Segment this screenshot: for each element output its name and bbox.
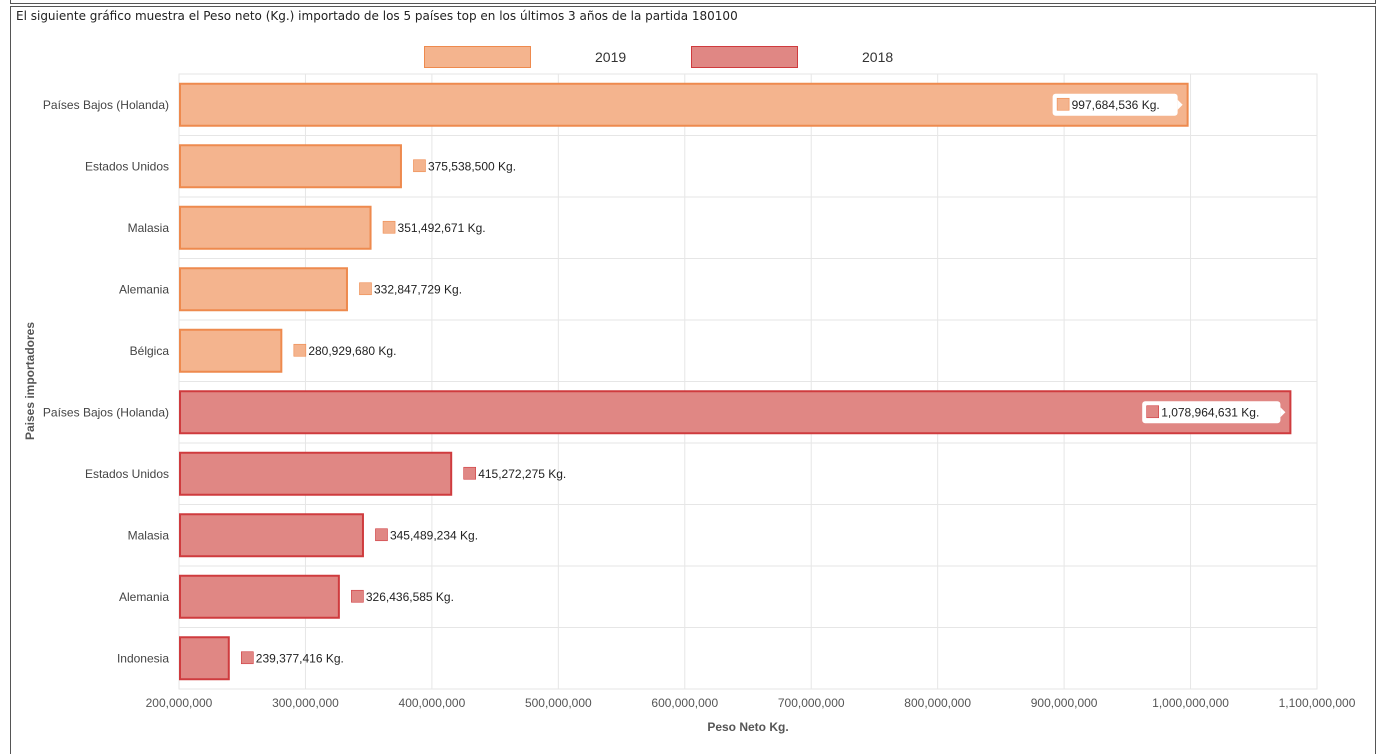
frame-top-edge: [10, 0, 1376, 4]
data-label-swatch: [382, 220, 396, 234]
bar-2019-b-lgica[interactable]: [179, 328, 283, 373]
category-label: Indonesia: [117, 651, 169, 665]
data-label-swatch: [375, 528, 388, 542]
x-tick-label: 200,000,000: [146, 696, 213, 710]
category-label: Alemania: [119, 590, 169, 604]
x-tick-label: 900,000,000: [1031, 696, 1098, 710]
bar-2018-malasia[interactable]: [179, 513, 364, 558]
data-label-swatch: [1146, 405, 1160, 419]
bar-2019-malasia[interactable]: [179, 205, 372, 250]
x-tick-label: 500,000,000: [525, 696, 592, 710]
data-label: 239,377,416 Kg.: [256, 651, 344, 665]
bar-2018-estados-unidos[interactable]: [179, 451, 453, 496]
x-tick-label: 800,000,000: [904, 696, 971, 710]
data-label-swatch: [413, 159, 426, 173]
category-label: Malasia: [128, 221, 170, 235]
data-label-swatch: [240, 651, 254, 665]
data-label: 415,272,275 Kg.: [478, 467, 566, 481]
bar-2018-indonesia[interactable]: [179, 636, 230, 681]
x-tick-label: 1,000,000,000: [1152, 696, 1229, 710]
data-label-swatch: [359, 282, 372, 296]
data-label: 280,929,680 Kg.: [308, 344, 396, 358]
data-label-swatch: [293, 343, 307, 357]
chart-caption: El siguiente gráfico muestra el Peso net…: [16, 9, 738, 23]
data-label: 375,538,500 Kg.: [428, 159, 516, 173]
data-label-swatch: [1056, 97, 1070, 111]
data-label: 997,684,536 Kg.: [1072, 98, 1160, 112]
x-tick-label: 600,000,000: [651, 696, 718, 710]
category-label: Estados Unidos: [85, 467, 169, 481]
bar-2019-estados-unidos[interactable]: [179, 144, 402, 189]
data-label: 326,436,585 Kg.: [366, 590, 454, 604]
bar-2018-alemania[interactable]: [179, 574, 340, 619]
data-label: 1,078,964,631 Kg.: [1161, 405, 1259, 419]
legend-label-2018[interactable]: 2018: [862, 49, 893, 65]
category-label: Países Bajos (Holanda): [43, 405, 169, 419]
data-label-box: [1052, 93, 1178, 116]
data-label-swatch: [351, 589, 364, 603]
data-label-pointer: [1280, 407, 1286, 418]
legend-swatch-2018[interactable]: [691, 46, 798, 68]
legend: 2019 2018: [424, 46, 893, 68]
category-label: Bélgica: [130, 344, 170, 358]
bar-2018-pa-ses-bajos-holanda-[interactable]: [179, 390, 1292, 435]
category-label: Alemania: [119, 282, 169, 296]
y-axis-title: Paises importadores: [23, 322, 37, 440]
data-label-box: [1142, 401, 1281, 424]
category-label: Países Bajos (Holanda): [43, 98, 169, 112]
x-axis-title: Peso Neto Kg.: [707, 720, 788, 734]
data-label: 332,847,729 Kg.: [374, 282, 462, 296]
x-tick-label: 700,000,000: [778, 696, 845, 710]
bar-2019-pa-ses-bajos-holanda-[interactable]: [179, 82, 1189, 127]
category-label: Malasia: [128, 528, 170, 542]
bars: 997,684,536 Kg. 375,538,500 Kg. 351,492,67…: [179, 82, 1292, 681]
data-label-swatch: [463, 466, 476, 480]
chart-panel: [10, 6, 1376, 754]
data-label-pointer: [1177, 99, 1183, 110]
category-label: Estados Unidos: [85, 159, 169, 173]
data-label: 351,492,671 Kg.: [398, 221, 486, 235]
x-tick-label: 300,000,000: [272, 696, 339, 710]
data-label: 345,489,234 Kg.: [390, 528, 478, 542]
x-tick-labels: 200,000,000 300,000,000 400,000,000 500,000…: [146, 696, 1356, 710]
legend-swatch-2019[interactable]: [424, 46, 531, 68]
category-labels: Países Bajos (Holanda) Estados Unidos Mala…: [43, 98, 169, 666]
legend-label-2019[interactable]: 2019: [595, 49, 626, 65]
bar-2019-alemania[interactable]: [179, 267, 348, 312]
x-tick-label: 1,100,000,000: [1279, 696, 1356, 710]
x-tick-label: 400,000,000: [399, 696, 466, 710]
